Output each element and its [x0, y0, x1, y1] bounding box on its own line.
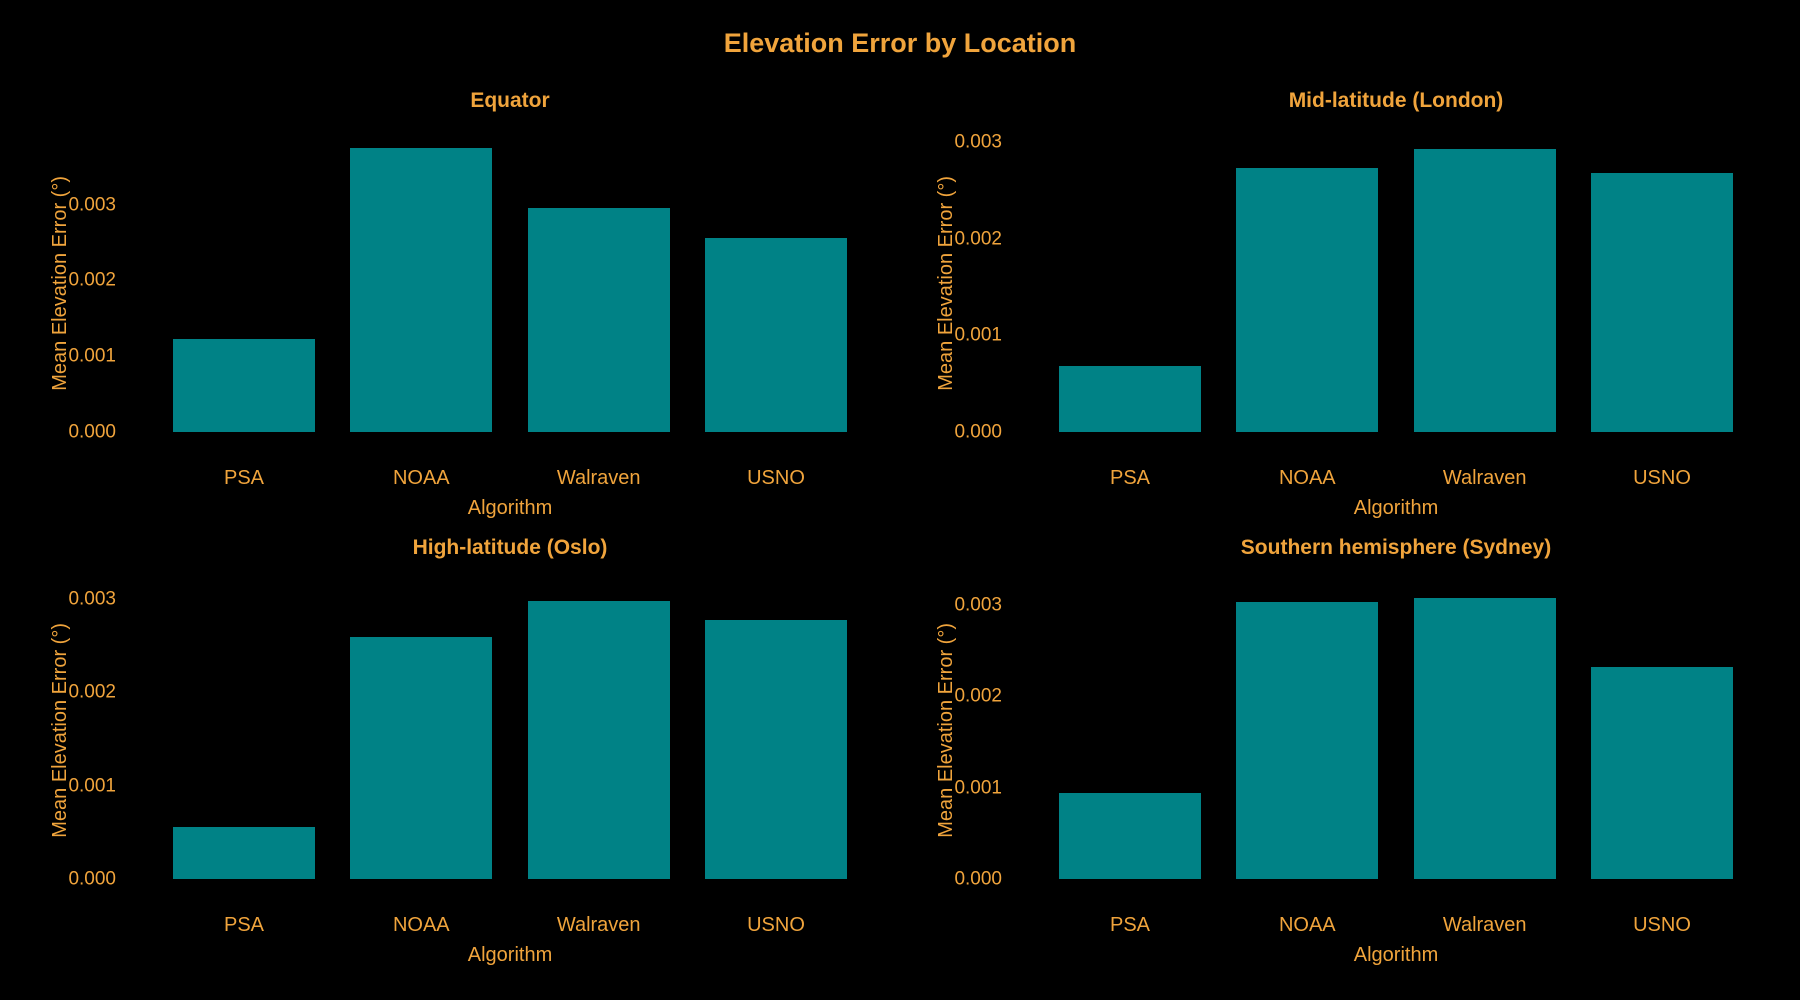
y-tick-label: 0.001: [954, 324, 1002, 346]
y-tick-label: 0.000: [68, 868, 116, 890]
y-tick-label: 0.000: [68, 421, 116, 443]
y-tick-label: 0.000: [954, 868, 1002, 890]
bar-psa: [1058, 793, 1202, 879]
subplot-title: Southern hemisphere (Sydney): [1240, 536, 1552, 559]
subplot-plot-area: Mid-latitude (London) Mean Elevation Erro…: [935, 89, 1776, 518]
y-tick-label: 0.003: [68, 194, 116, 216]
y-tick-label: 0.002: [954, 685, 1002, 707]
subplot-plot-area: High-latitude (Oslo) Mean Elevation Error…: [49, 536, 890, 965]
x-axis-label: Algorithm: [1353, 497, 1439, 519]
y-tick-label: 0.000: [954, 421, 1002, 443]
y-axis-label-text: Mean Elevation Error (°): [935, 623, 957, 838]
y-axis-label-text: Mean Elevation Error (°): [49, 623, 71, 838]
x-tick-label: PSA: [223, 467, 265, 489]
x-tick-label: NOAA: [1278, 467, 1336, 489]
y-tick-label: 0.001: [954, 777, 1002, 799]
x-tick-label: NOAA: [392, 914, 450, 936]
y-tick-label: 0.002: [954, 228, 1002, 250]
bar-walraven: [1413, 148, 1556, 432]
bar-psa: [172, 826, 316, 879]
x-tick-label: Walraven: [556, 914, 641, 936]
bar-psa: [1058, 366, 1202, 432]
y-axis-label: Mean Elevation Error (°): [935, 582, 958, 879]
bar-psa: [172, 338, 316, 432]
y-tick-label: 0.001: [68, 345, 116, 367]
subplot-title: High-latitude (Oslo): [412, 536, 608, 559]
x-axis-label: Algorithm: [1353, 944, 1439, 966]
bar-walraven: [527, 600, 670, 879]
x-tick-label: USNO: [747, 914, 805, 936]
y-tick-label: 0.003: [954, 131, 1002, 153]
x-axis-label: Algorithm: [467, 497, 553, 519]
x-tick-label: Walraven: [1442, 467, 1527, 489]
figure-title: Elevation Error by Location: [723, 28, 1077, 58]
y-axis-label-text: Mean Elevation Error (°): [935, 176, 957, 391]
bar-noaa: [350, 637, 493, 879]
x-tick-label: USNO: [747, 467, 805, 489]
y-tick-label: 0.002: [68, 681, 116, 703]
x-axis-label: Algorithm: [467, 944, 553, 966]
subplot-title: Mid-latitude (London): [1288, 89, 1504, 112]
x-tick-label: NOAA: [392, 467, 450, 489]
x-tick-label: PSA: [223, 914, 265, 936]
y-axis-label: Mean Elevation Error (°): [49, 582, 72, 879]
x-tick-label: USNO: [1633, 914, 1691, 936]
subplot-plot-area: Equator Mean Elevation Error (°) 0.000 0.00…: [49, 89, 890, 518]
bar-usno: [1590, 172, 1734, 432]
subplot-title: Equator: [470, 89, 550, 112]
y-axis-label: Mean Elevation Error (°): [935, 135, 958, 432]
x-tick-label: Walraven: [556, 467, 641, 489]
bar-walraven: [527, 207, 670, 432]
y-tick-label: 0.002: [68, 269, 116, 291]
y-tick-label: 0.001: [68, 775, 116, 797]
bar-usno: [1590, 667, 1734, 879]
bar-noaa: [350, 147, 493, 432]
y-tick-label: 0.003: [68, 588, 116, 610]
bar-usno: [704, 238, 848, 432]
bar-walraven: [1413, 598, 1556, 879]
x-tick-label: PSA: [1109, 914, 1151, 936]
y-tick-label: 0.003: [954, 594, 1002, 616]
bar-noaa: [1236, 602, 1379, 879]
bar-noaa: [1236, 167, 1379, 432]
x-tick-label: USNO: [1633, 467, 1691, 489]
subplot-plot-area: Southern hemisphere (Sydney) Mean Elevati…: [935, 536, 1776, 965]
bar-usno: [704, 620, 848, 879]
x-tick-label: NOAA: [1278, 914, 1336, 936]
x-tick-label: Walraven: [1442, 914, 1527, 936]
x-tick-label: PSA: [1109, 467, 1151, 489]
